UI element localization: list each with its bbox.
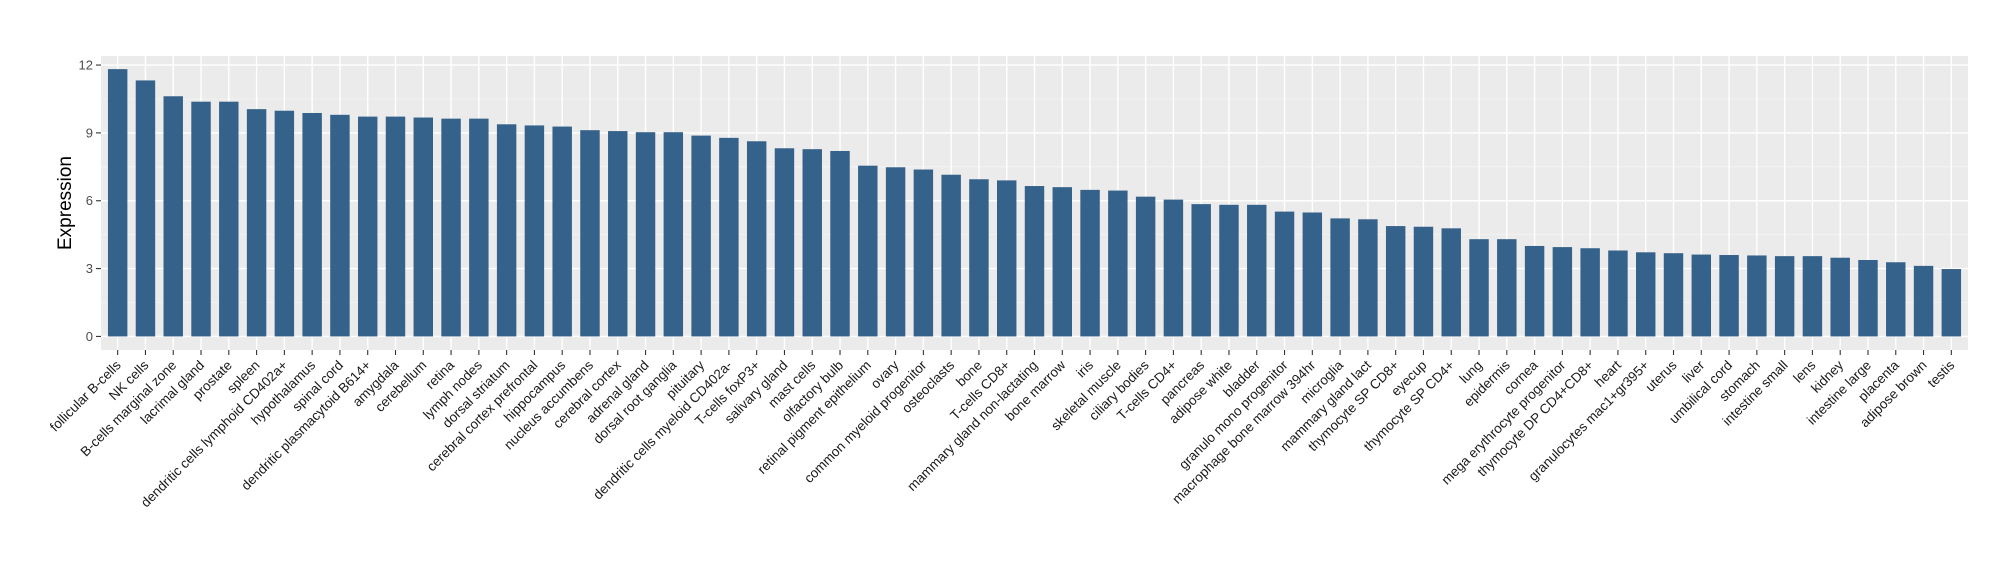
bar [1802, 256, 1823, 337]
x-tick-label: uterus [1642, 357, 1679, 394]
bar [885, 167, 906, 337]
bar [1413, 226, 1434, 337]
bar [330, 114, 350, 337]
bar [469, 118, 489, 337]
bar [608, 131, 628, 337]
y-axis-title: Expression [55, 156, 76, 250]
bar [1608, 250, 1628, 337]
bar [496, 124, 517, 337]
bar [524, 125, 545, 337]
bar [1524, 245, 1545, 337]
y-tick-label: 12 [79, 58, 93, 73]
bar [913, 169, 934, 337]
bar [1858, 259, 1878, 337]
bar [1941, 269, 1962, 337]
bar [191, 101, 211, 337]
y-tick-label: 9 [86, 125, 93, 140]
bar [1497, 239, 1517, 337]
bar [1163, 199, 1184, 337]
bar [746, 141, 767, 337]
bar [691, 135, 711, 337]
bar [246, 109, 267, 337]
bar [552, 126, 572, 337]
bar [1691, 254, 1712, 337]
bar [635, 132, 656, 337]
bar [1219, 204, 1239, 337]
bar [802, 149, 822, 337]
bar [941, 174, 961, 337]
y-tick-label: 0 [86, 329, 93, 344]
bar [1663, 253, 1684, 337]
bar [163, 96, 183, 337]
bar [1274, 211, 1295, 337]
bar [107, 69, 128, 337]
bar [1080, 189, 1100, 337]
bar [1580, 248, 1600, 337]
bar [135, 80, 156, 337]
bar [1191, 204, 1211, 337]
bar [1135, 196, 1156, 337]
y-tick-label: 6 [86, 193, 93, 208]
bar [719, 137, 739, 337]
bar [774, 148, 795, 337]
bar [1635, 252, 1656, 337]
bar [969, 179, 989, 337]
bar [1719, 255, 1739, 337]
y-tick-label: 3 [86, 261, 93, 276]
bar [413, 117, 434, 337]
bar [274, 110, 295, 337]
bar [830, 150, 850, 337]
bar [1052, 187, 1073, 337]
bar [1830, 257, 1850, 337]
bar [1024, 186, 1045, 337]
bar [1469, 239, 1489, 337]
bar [302, 112, 322, 337]
bar [219, 101, 239, 337]
bar [996, 180, 1017, 337]
bar [385, 116, 406, 337]
bar [1886, 262, 1906, 337]
bar [1385, 226, 1406, 337]
x-tick-label: testis [1925, 357, 1958, 390]
bar [1913, 265, 1934, 337]
bar [1330, 218, 1350, 337]
bar [580, 130, 600, 337]
bar [441, 118, 461, 337]
bar [357, 116, 378, 337]
bar [1441, 228, 1461, 337]
bar [1302, 212, 1323, 337]
bar [1247, 204, 1267, 337]
bar [1552, 247, 1573, 337]
bar [1774, 256, 1795, 337]
bars [107, 69, 1962, 337]
bar [1747, 255, 1767, 337]
bar [858, 165, 878, 337]
bar [1358, 219, 1378, 337]
bar [663, 132, 684, 337]
y-axis: 0 3 6 9 12 [79, 58, 101, 344]
bar [1108, 190, 1128, 337]
